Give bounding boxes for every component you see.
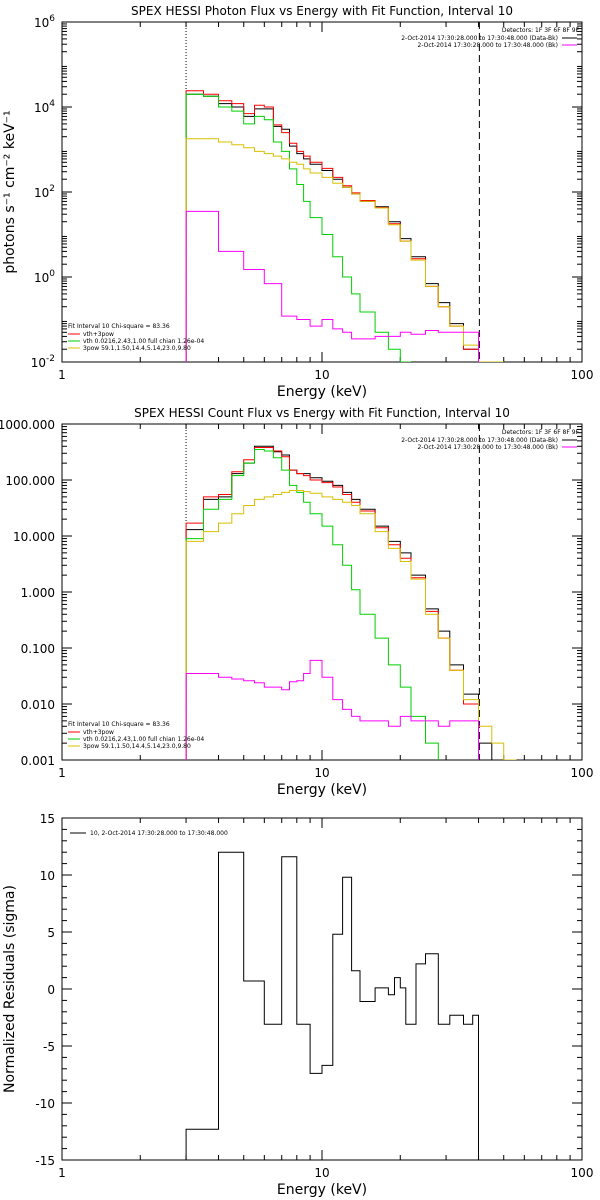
plot-area <box>185 90 504 362</box>
plot-area <box>185 851 479 1160</box>
y-tick-label: 0.001 <box>21 754 55 768</box>
y-tick-exponent: 4 <box>49 99 55 109</box>
series-line-4 <box>185 659 479 760</box>
y-tick-label: 104 <box>34 99 55 115</box>
legend-entry-text: 2-Oct-2014 17:30:28.000 to 17:30:48.000 … <box>401 437 558 444</box>
y-tick-label: 10.000 <box>13 530 55 544</box>
y-tick-label: 0 <box>47 983 55 997</box>
y-tick-label: -5 <box>43 1040 55 1054</box>
y-tick-mantissa: 10 <box>34 16 49 30</box>
y-tick-label: -15 <box>35 1154 55 1168</box>
y-axis-label: Normalized Residuals (sigma) <box>2 885 18 1093</box>
x-axis-label: Energy (keV) <box>277 1182 367 1198</box>
y-tick-label: 10-2 <box>31 354 55 370</box>
legend-entry-text: 3pow 59.1,1.50,14.4,5.14,23.0,9.80 <box>83 345 191 352</box>
series-line-0 <box>185 851 479 1160</box>
legend-left: Fit Interval 10 Chi-square = 83.36vth+3p… <box>68 323 204 352</box>
x-tick-label: 10 <box>314 368 329 382</box>
chart-title: SPEX HESSI Photon Flux vs Energy with Fi… <box>131 4 513 18</box>
y-tick-exponent: 6 <box>49 14 55 24</box>
legend-header: Fit Interval 10 Chi-square = 83.36 <box>68 323 170 330</box>
y-tick-label: 1.000 <box>21 586 55 600</box>
x-tick-label: 100 <box>571 1166 594 1180</box>
x-tick-label: 1 <box>58 368 66 382</box>
plot-area <box>185 445 517 760</box>
y-axis: -15 -10 -5 0 5 10 15 <box>35 812 582 1168</box>
legend-header: Fit Interval 10 Chi-square = 83.36 <box>68 721 170 728</box>
x-tick-label: 10 <box>314 766 329 780</box>
plot-frame <box>61 817 583 1161</box>
y-tick-label: 10 <box>40 869 55 883</box>
legend-right: Detectors: 1F 3F 6F 8F 9F2-Oct-2014 17:3… <box>401 27 579 49</box>
x-tick-label: 100 <box>571 766 594 780</box>
legend-top: 10, 2-Oct-2014 17:30:28.000 to 17:30:48.… <box>70 830 228 837</box>
y-tick-exponent: 2 <box>49 184 55 194</box>
x-axis-label: Energy (keV) <box>277 782 367 798</box>
y-tick-mantissa: 10 <box>31 356 46 370</box>
legend-header: Detectors: 1F 3F 6F 8F 9F <box>502 429 580 436</box>
y-tick-label: 5 <box>47 926 55 940</box>
legend-entry-text: 2-Oct-2014 17:30:28.000 to 17:30:48.000 … <box>401 35 558 42</box>
residuals-panel: 1 10 100 Energy (keV) -15 -10 -5 0 5 10 15 Normaliz… <box>2 812 593 1198</box>
y-axis: 0.001 0.010 0.100 1.000 10.000 100.000 1000.00… <box>0 418 582 768</box>
x-axis-label: Energy (keV) <box>277 384 367 400</box>
photon-flux-panel: SPEX HESSI Photon Flux vs Energy with Fi… <box>2 4 593 400</box>
count-flux-panel: SPEX HESSI Count Flux vs Energy with Fit… <box>0 406 593 798</box>
y-tick-label: 15 <box>40 812 55 826</box>
series-line-3 <box>185 138 504 362</box>
series-line-1 <box>185 447 479 760</box>
legend-entry-text: vth+3pow <box>83 331 114 338</box>
y-tick-mantissa: 10 <box>34 101 49 115</box>
x-tick-label: 1 <box>58 766 66 780</box>
y-tick-label: 106 <box>34 14 55 30</box>
chart-title: SPEX HESSI Count Flux vs Energy with Fit… <box>134 406 510 420</box>
x-axis: 1 10 100 <box>58 22 593 382</box>
y-tick-label: 102 <box>34 184 55 200</box>
x-axis: 1 10 100 <box>58 818 593 1180</box>
legend-right: Detectors: 1F 3F 6F 8F 9F2-Oct-2014 17:3… <box>401 429 579 451</box>
y-tick-exponent: -2 <box>46 354 55 364</box>
legend-entry-text: 3pow 59.1,1.50,14.4,5.14,23.0,9.80 <box>83 743 191 750</box>
y-tick-label: 1000.000 <box>0 418 55 432</box>
y-tick-label: 100.000 <box>5 474 55 488</box>
y-axis-label: photons s⁻¹ cm⁻² keV⁻¹ <box>2 110 18 273</box>
y-tick-exponent: 0 <box>49 269 55 279</box>
legend-entry-text: 2-Oct-2014 17:30:28.000 to 17:30:48.000 … <box>418 42 559 49</box>
y-tick-mantissa: 10 <box>34 186 49 200</box>
legend-entry-text: 10, 2-Oct-2014 17:30:28.000 to 17:30:48.… <box>90 830 228 837</box>
y-tick-mantissa: 10 <box>34 271 49 285</box>
x-tick-label: 1 <box>58 1166 66 1180</box>
y-tick-label: 0.100 <box>21 642 55 656</box>
x-tick-label: 100 <box>571 368 594 382</box>
series-line-3 <box>185 490 517 760</box>
plot-frame <box>61 423 583 761</box>
legend-entry-text: vth+3pow <box>83 729 114 736</box>
legend-left: Fit Interval 10 Chi-square = 83.36vth+3p… <box>68 721 204 750</box>
series-line-2 <box>185 93 411 362</box>
legend-entry-text: vth 0.0216,2.43,1.00 full chian 1.26e-04 <box>83 736 204 743</box>
plot-frame <box>61 21 583 363</box>
x-axis: 1 10 100 <box>58 424 593 780</box>
series-line-4 <box>185 210 479 362</box>
y-tick-label: -10 <box>35 1097 55 1111</box>
legend-entry-text: 2-Oct-2014 17:30:28.000 to 17:30:48.000 … <box>418 444 559 451</box>
y-tick-label: 0.010 <box>21 698 55 712</box>
series-line-2 <box>185 449 439 760</box>
x-tick-label: 10 <box>314 1166 329 1180</box>
legend-header: Detectors: 1F 3F 6F 8F 9F <box>502 27 580 34</box>
legend-entry-text: vth 0.0216,2.43,1.00 full chian 1.26e-04 <box>83 338 204 345</box>
y-tick-label: 100 <box>34 269 55 285</box>
